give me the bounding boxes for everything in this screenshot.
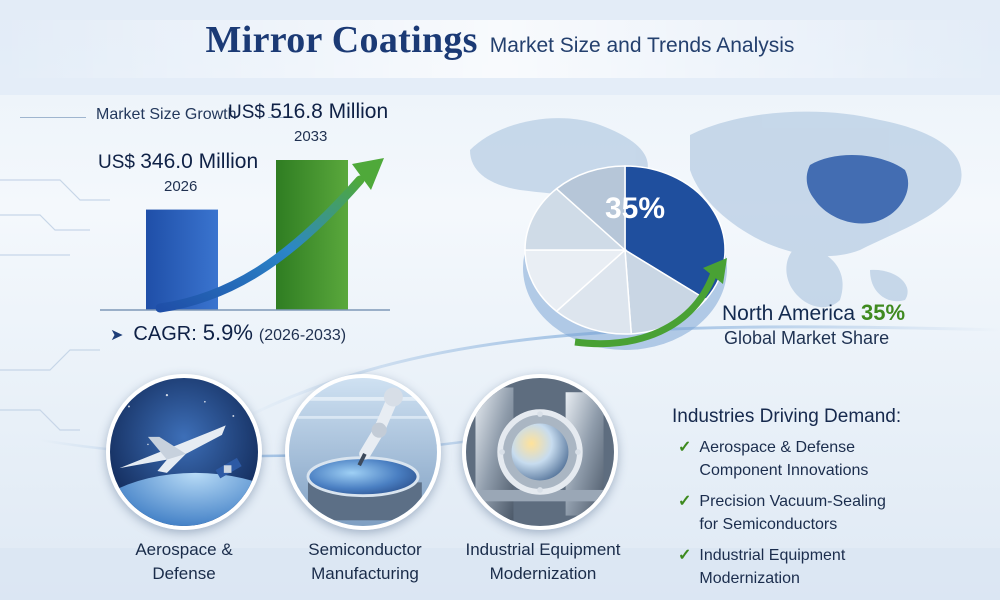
market-share-pie-chart	[523, 165, 727, 350]
industry-item-line1: Industrial Equipment	[699, 547, 846, 564]
page-title-row: Mirror Coatings Market Size and Trends A…	[0, 18, 1000, 80]
industrial-caption: Industrial Equipment Modernization	[448, 538, 638, 586]
pie-green-arrow-head	[703, 258, 727, 284]
checkmark-icon: ✓	[678, 547, 692, 564]
cagr-label: CAGR:	[133, 323, 197, 345]
pie-highlight-label: 35%	[605, 192, 666, 225]
semiconductor-image	[285, 374, 441, 530]
pie-slice	[524, 249, 627, 313]
industry-item: ✓ Aerospace & Defense Component Innovati…	[678, 436, 868, 482]
industrial-caption-line2: Modernization	[489, 564, 597, 583]
region-name: North America	[722, 302, 856, 325]
industry-item: ✓ Precision Vacuum-Sealing for Semicondu…	[678, 490, 886, 536]
semiconductor-caption-line1: Semiconductor	[308, 540, 422, 559]
region-share-label: Global Market Share	[724, 328, 890, 348]
bar-value-label-2026: US$ 346.0 Million	[98, 150, 258, 174]
pie-slice	[555, 248, 633, 335]
aerospace-image	[106, 374, 262, 530]
checkmark-icon: ✓	[678, 493, 692, 510]
aerospace-caption-line2: Defense	[152, 564, 216, 583]
pie-slice	[555, 165, 626, 252]
jet-satellite-icon	[110, 378, 258, 526]
aerospace-caption: Aerospace & Defense	[106, 538, 262, 586]
industry-item-line2: for Semiconductors	[699, 516, 838, 533]
value-number: 346.0 Million	[140, 149, 259, 173]
region-row: North America 35%	[722, 300, 905, 326]
industrial-image	[462, 374, 618, 530]
cagr-row: ➤ CAGR: 5.9% (2026-2033)	[110, 320, 346, 346]
arrow-right-icon: ➤	[110, 327, 124, 344]
market-size-bar-chart	[100, 158, 390, 313]
page-title: Mirror Coatings	[205, 19, 478, 61]
divider-line	[268, 117, 294, 118]
semiconductor-caption: Semiconductor Manufacturing	[270, 538, 460, 586]
checkmark-icon: ✓	[678, 439, 692, 456]
growth-section-label: Market Size Growth	[96, 106, 237, 123]
industry-item-line1: Aerospace & Defense	[699, 439, 856, 456]
bar-year-label-2026: 2026	[164, 177, 198, 195]
industries-title: Industries Driving Demand:	[672, 406, 902, 427]
trend-arrow-head	[352, 158, 384, 190]
aerospace-caption-line1: Aerospace &	[135, 540, 233, 559]
pie-green-arrow	[574, 268, 719, 348]
value-prefix: US$	[228, 102, 271, 123]
industry-item-line2: Modernization	[699, 570, 800, 587]
trend-arrow	[155, 175, 365, 313]
region-share: 35%	[861, 300, 906, 325]
page-subtitle: Market Size and Trends Analysis	[489, 34, 795, 57]
value-prefix: US$	[98, 151, 141, 173]
value-number: 516.8 Million	[270, 100, 389, 123]
cagr-period: (2026-2033)	[258, 327, 347, 344]
semiconductor-caption-line2: Manufacturing	[311, 564, 419, 583]
industry-item: ✓ Industrial Equipment Modernization	[678, 544, 845, 590]
pie-slice-north-america	[624, 165, 726, 301]
bar-value-label-2033: US$ 516.8 Million	[228, 100, 388, 124]
industrial-machinery-icon	[466, 378, 614, 526]
cagr-value: 5.9%	[202, 320, 253, 345]
industry-item-line1: Precision Vacuum-Sealing	[699, 493, 886, 510]
industry-item-line2: Component Innovations	[699, 462, 869, 479]
robot-arm-wafer-icon	[289, 378, 437, 526]
industrial-caption-line1: Industrial Equipment	[465, 540, 621, 559]
pie-slice	[524, 187, 627, 251]
bar-year-label-2033: 2033	[294, 128, 328, 145]
divider-line	[20, 117, 86, 118]
